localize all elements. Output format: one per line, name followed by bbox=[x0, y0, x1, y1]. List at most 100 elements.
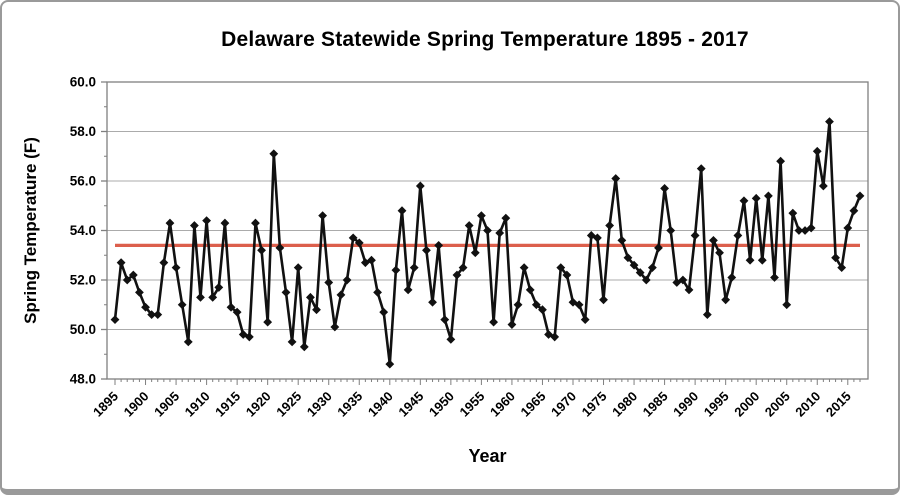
data-point-marker bbox=[397, 206, 407, 216]
data-point-marker bbox=[745, 255, 755, 265]
data-point-marker bbox=[281, 287, 291, 297]
axes bbox=[101, 81, 869, 385]
axis-labels: 48.0 50.0 52.0 54.0 56.0 58.0 60.0 1895 1900 1905… bbox=[21, 75, 854, 467]
data-point-marker bbox=[599, 295, 608, 305]
x-tick-label: 2015 bbox=[823, 389, 854, 420]
data-point-marker bbox=[855, 191, 865, 201]
data-point-marker bbox=[299, 342, 309, 352]
data-point-marker bbox=[507, 320, 517, 329]
data-point-marker bbox=[586, 231, 596, 240]
data-point-marker bbox=[403, 285, 413, 295]
data-point-marker bbox=[757, 255, 767, 265]
data-point-marker bbox=[678, 275, 688, 285]
data-point-marker bbox=[776, 156, 786, 166]
x-tick-label: 1985 bbox=[640, 389, 671, 420]
data-point-marker bbox=[263, 317, 273, 327]
data-point-marker bbox=[770, 273, 779, 282]
data-point-marker bbox=[269, 149, 279, 159]
data-point-marker bbox=[696, 164, 706, 174]
x-tick-label: 1900 bbox=[121, 389, 152, 420]
data-point-marker bbox=[538, 305, 547, 315]
y-tick-label: 56.0 bbox=[70, 174, 96, 189]
data-point-marker bbox=[330, 322, 340, 332]
data-point-marker bbox=[116, 258, 126, 268]
data-point-marker bbox=[831, 253, 840, 263]
data-point-marker bbox=[702, 310, 712, 320]
y-tick-label: 58.0 bbox=[70, 124, 96, 139]
data-point-marker bbox=[751, 193, 761, 203]
temperature-series bbox=[110, 117, 865, 369]
chart-title: Delaware Statewide Spring Temperature 18… bbox=[221, 28, 749, 51]
x-tick-label: 1915 bbox=[212, 389, 243, 420]
data-point-marker bbox=[635, 268, 645, 277]
data-point-marker bbox=[641, 275, 651, 285]
data-point-marker bbox=[306, 292, 315, 302]
x-tick-label: 1975 bbox=[579, 389, 610, 420]
data-point-marker bbox=[556, 263, 566, 273]
data-point-marker bbox=[354, 238, 364, 248]
data-point-marker bbox=[501, 213, 511, 223]
data-point-marker bbox=[293, 263, 303, 273]
data-point-marker bbox=[189, 221, 199, 230]
data-point-marker bbox=[470, 248, 480, 258]
x-tick-label: 2010 bbox=[792, 389, 823, 420]
y-tick-label: 48.0 bbox=[70, 372, 96, 387]
data-point-marker bbox=[843, 223, 853, 233]
data-point-marker bbox=[367, 255, 376, 265]
x-tick-label: 1895 bbox=[90, 389, 121, 420]
data-point-marker bbox=[391, 265, 401, 275]
data-point-marker bbox=[336, 290, 346, 300]
data-point-marker bbox=[147, 310, 157, 320]
data-point-marker bbox=[220, 218, 230, 228]
data-point-marker bbox=[531, 300, 541, 310]
data-point-marker bbox=[727, 273, 737, 282]
data-point-marker bbox=[611, 174, 621, 183]
y-tick-label: 60.0 bbox=[70, 75, 96, 90]
x-tick-label: 1960 bbox=[487, 389, 518, 420]
data-point-marker bbox=[574, 300, 584, 310]
data-point-marker bbox=[666, 226, 676, 235]
data-point-marker bbox=[605, 221, 615, 230]
x-tick-label: 1910 bbox=[182, 389, 213, 420]
x-axis-label: Year bbox=[468, 446, 506, 466]
x-tick-label: 2000 bbox=[731, 389, 762, 420]
data-point-marker bbox=[434, 240, 444, 250]
y-tick-label: 54.0 bbox=[70, 223, 96, 238]
data-point-marker bbox=[153, 310, 163, 320]
data-point-marker bbox=[458, 263, 468, 273]
data-point-marker bbox=[660, 184, 669, 193]
data-point-marker bbox=[476, 211, 486, 221]
data-point-marker bbox=[782, 300, 792, 310]
data-point-marker bbox=[110, 315, 120, 324]
data-point-marker bbox=[409, 263, 419, 273]
data-point-marker bbox=[849, 206, 859, 216]
data-point-marker bbox=[196, 292, 205, 302]
x-tick-label: 2005 bbox=[762, 389, 793, 420]
data-point-marker bbox=[128, 270, 138, 280]
data-point-marker bbox=[165, 218, 175, 228]
data-point-marker bbox=[177, 300, 187, 310]
data-point-marker bbox=[422, 245, 431, 255]
data-point-marker bbox=[629, 260, 639, 270]
data-point-marker bbox=[312, 305, 321, 315]
data-point-marker bbox=[373, 287, 382, 297]
x-tick-label: 1990 bbox=[670, 389, 701, 420]
data-point-marker bbox=[580, 315, 590, 324]
data-point-marker bbox=[825, 117, 834, 126]
data-point-marker bbox=[214, 283, 224, 292]
data-point-marker bbox=[562, 270, 572, 280]
data-point-marker bbox=[495, 228, 505, 238]
data-point-marker bbox=[141, 302, 150, 312]
data-point-marker bbox=[348, 233, 358, 243]
data-point-marker bbox=[122, 275, 132, 285]
x-tick-label: 1995 bbox=[701, 389, 732, 420]
data-point-marker bbox=[171, 263, 181, 273]
data-point-marker bbox=[183, 337, 193, 347]
data-point-marker bbox=[440, 315, 450, 324]
data-point-marker bbox=[709, 236, 718, 245]
data-point-marker bbox=[379, 307, 389, 317]
data-point-marker bbox=[135, 287, 144, 297]
data-point-marker bbox=[464, 221, 474, 230]
data-point-marker bbox=[764, 191, 773, 201]
